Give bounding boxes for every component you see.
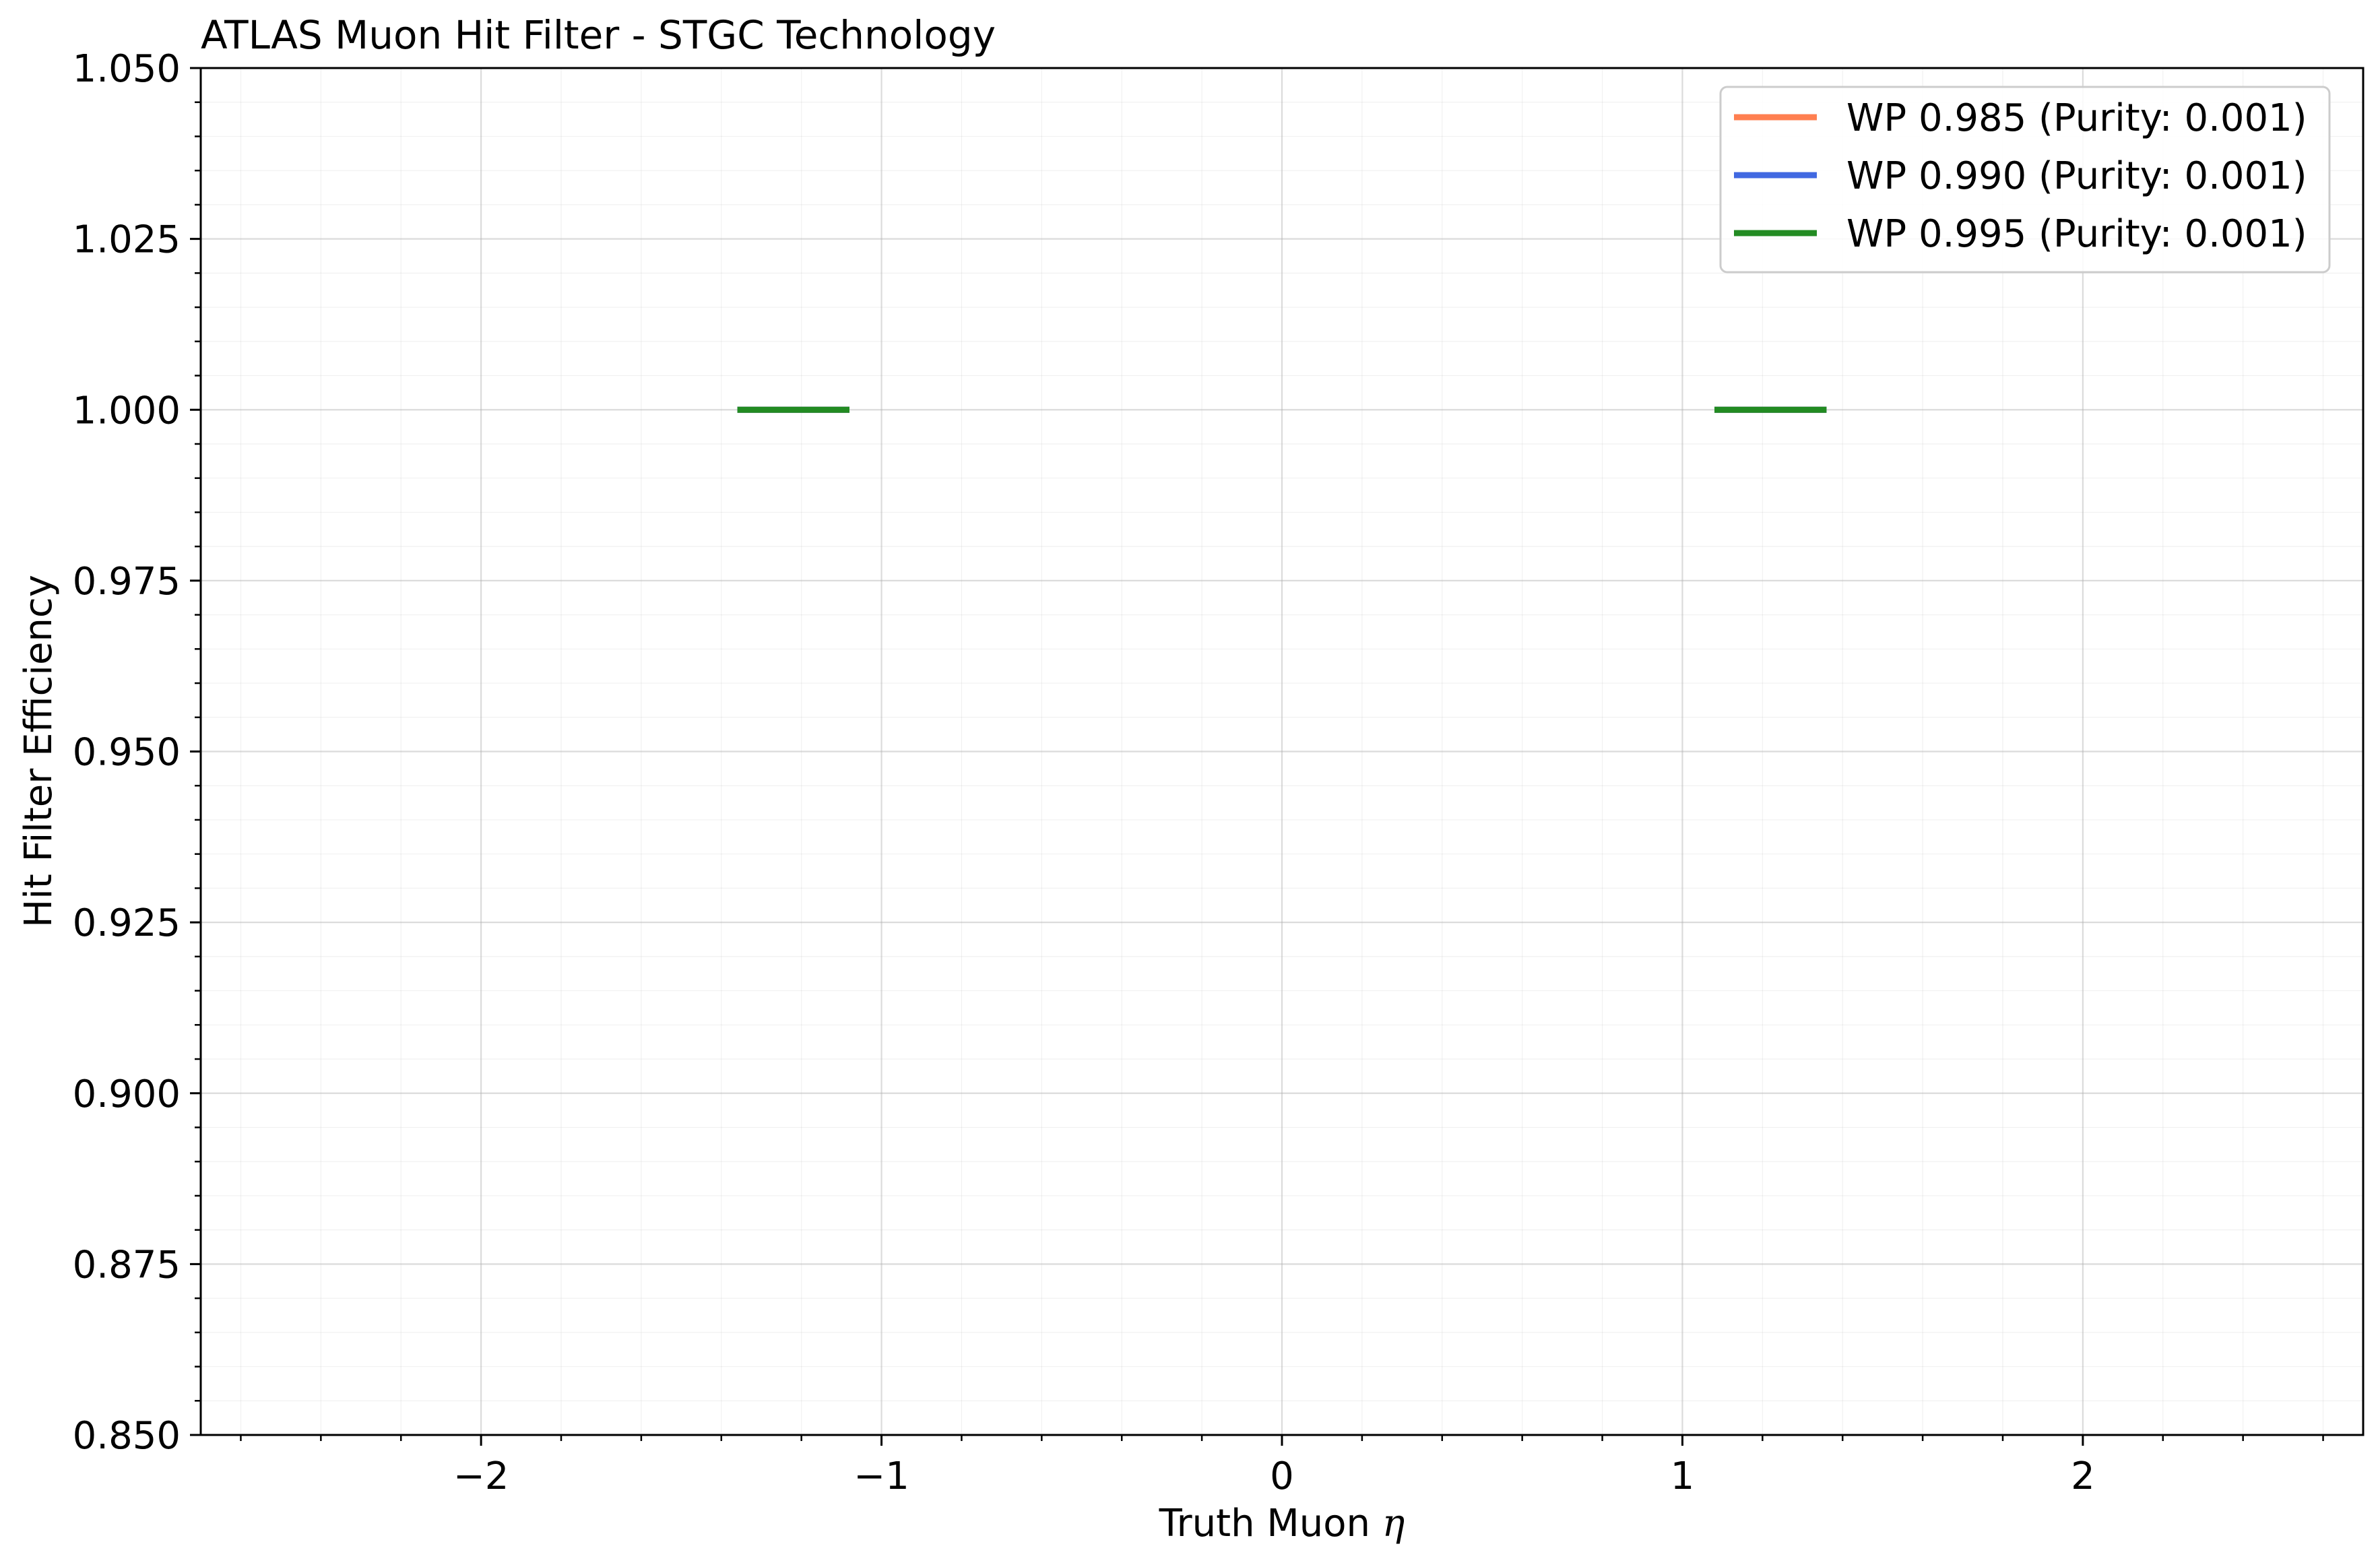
y-tick-label: 0.975 [73,560,181,604]
axis-ticks: −2 −1 0 1 2 0.850 0.875 0.900 0.925 0.950 0.975 1.0… [73,47,2324,1498]
x-tick-label: 0 [1270,1454,1294,1498]
x-tick-label: 1 [1671,1454,1695,1498]
y-tick-label: 0.950 [73,731,181,775]
grid [201,67,2363,1436]
y-tick-label: 0.850 [73,1414,181,1458]
y-tick-label: 1.000 [73,389,181,433]
legend: WP 0.985 (Purity: 0.001) WP 0.990 (Purity… [1719,86,2331,274]
x-tick-label: 2 [2071,1454,2095,1498]
legend-label: WP 0.985 (Purity: 0.001) [1846,96,2307,140]
x-axis-label: Truth Muon η [1159,1502,1405,1545]
x-tick-label: −1 [854,1454,909,1498]
legend-label: WP 0.995 (Purity: 0.001) [1846,212,2307,256]
y-tick-label: 1.025 [73,218,181,262]
y-tick-label: 0.875 [73,1243,181,1287]
y-axis-label: Hit Filter Efficiency [17,575,61,928]
y-tick-label: 0.900 [73,1073,181,1116]
chart-title: ATLAS Muon Hit Filter - STGC Technology [201,12,996,58]
y-tick-label: 1.050 [73,47,181,91]
y-tick-label: 0.925 [73,901,181,945]
legend-label: WP 0.990 (Purity: 0.001) [1846,154,2307,198]
x-tick-label: −2 [453,1454,509,1498]
legend-box [1719,86,2331,274]
